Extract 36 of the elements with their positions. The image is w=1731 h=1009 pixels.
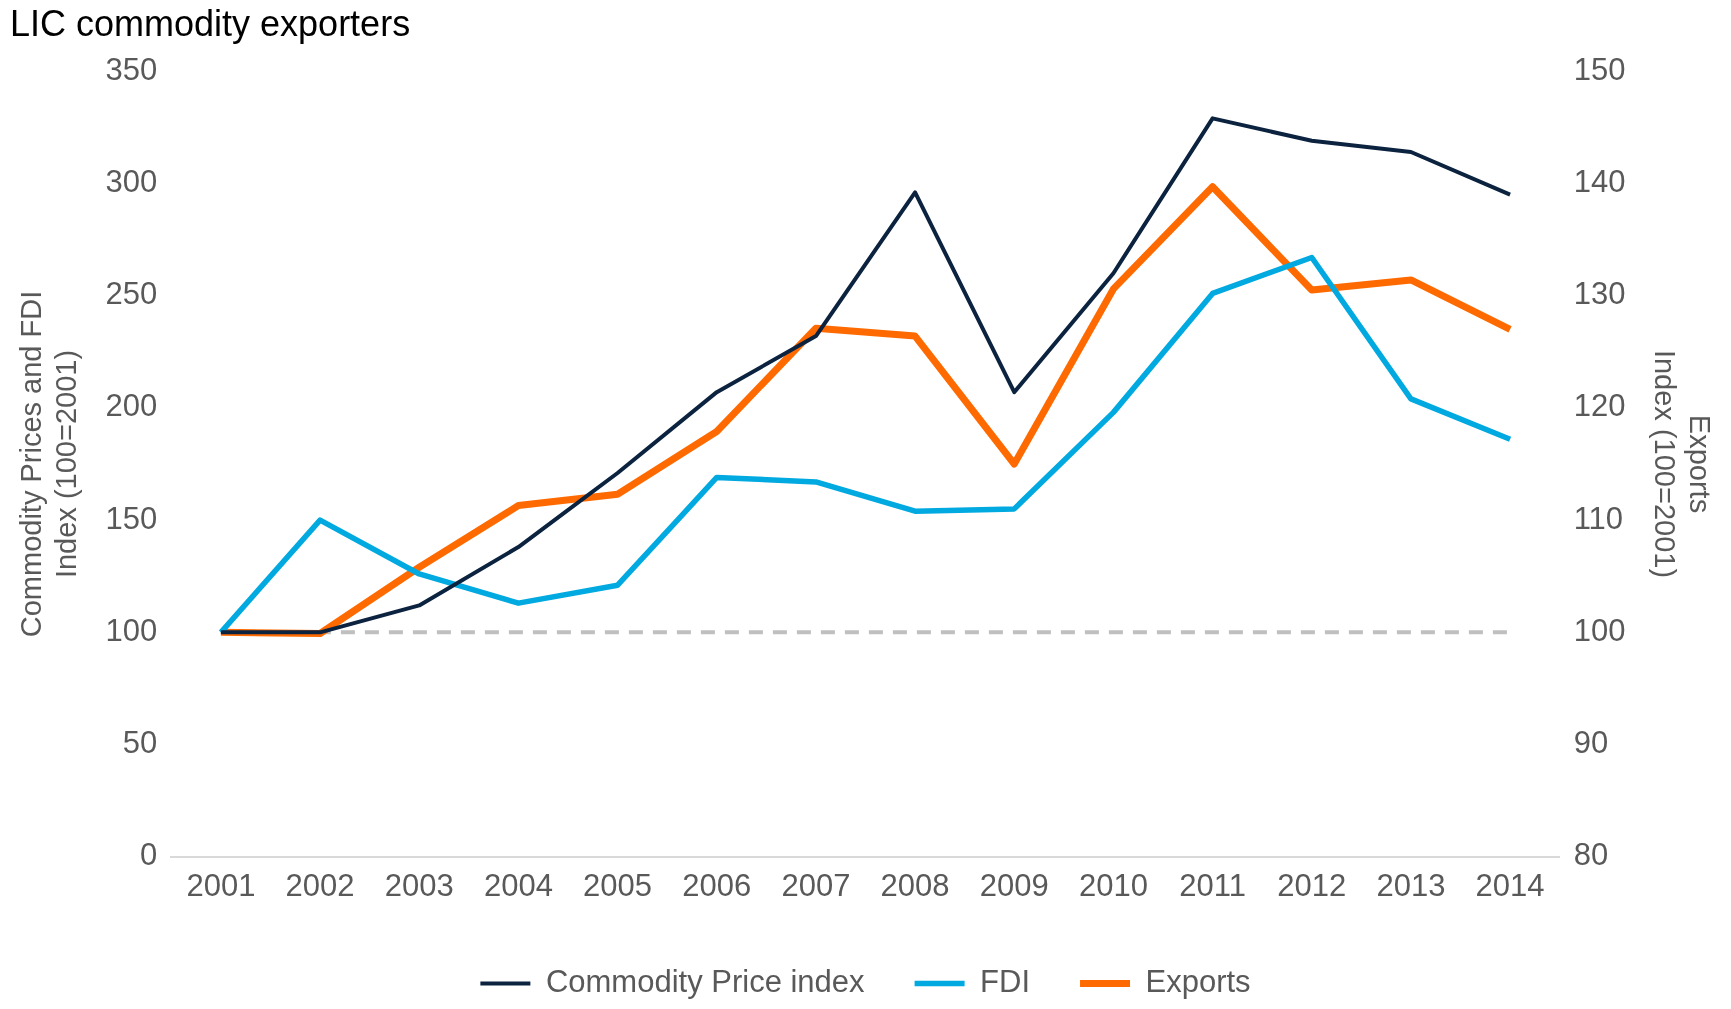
x-tick-label: 2010 <box>1078 867 1148 903</box>
x-tick-label: 2003 <box>384 867 454 903</box>
y-tick-label: 350 <box>105 51 158 87</box>
y-tick-label: 100 <box>105 612 158 648</box>
x-tick-label: 2014 <box>1475 867 1545 903</box>
legend-label: Exports <box>1145 964 1251 1000</box>
x-tick-label: 2012 <box>1277 867 1347 903</box>
y2-tick-label: 90 <box>1573 725 1609 761</box>
legend-label: Commodity Price index <box>545 964 866 1000</box>
y-tick-label: 250 <box>105 276 158 312</box>
y-tick-label: 150 <box>105 500 158 536</box>
chart-title: LIC commodity exporters <box>10 2 411 44</box>
y2-tick-label: 100 <box>1573 612 1626 648</box>
x-tick-label: 2011 <box>1179 867 1246 903</box>
y-tick-label: 300 <box>105 163 158 199</box>
x-tick-label: 2004 <box>483 867 553 903</box>
y-tick-label: 50 <box>122 725 158 761</box>
x-tick-label: 2008 <box>880 867 950 903</box>
x-tick-label: 2002 <box>285 867 355 903</box>
y2-tick-label: 150 <box>1573 51 1626 87</box>
y2-tick-label: 80 <box>1573 837 1609 873</box>
y2-tick-label: 140 <box>1573 163 1626 199</box>
x-tick-label: 2001 <box>186 867 256 903</box>
x-tick-label: 2006 <box>682 867 752 903</box>
legend-label: FDI <box>980 964 1031 1000</box>
x-tick-label: 2005 <box>583 867 653 903</box>
x-tick-label: 2009 <box>979 867 1049 903</box>
y2-tick-label: 110 <box>1573 500 1624 536</box>
y2-axis-title: Exports Index (100=2001) <box>1648 349 1716 579</box>
y2-tick-label: 130 <box>1573 276 1626 312</box>
x-tick-label: 2007 <box>781 867 851 903</box>
y-tick-label: 200 <box>105 388 158 424</box>
y-tick-label: 0 <box>140 837 158 873</box>
y-axis-title: Commodity Prices and FDI Index (100=2001) <box>15 290 83 638</box>
y2-tick-label: 120 <box>1573 388 1626 424</box>
x-tick-label: 2013 <box>1376 867 1446 903</box>
